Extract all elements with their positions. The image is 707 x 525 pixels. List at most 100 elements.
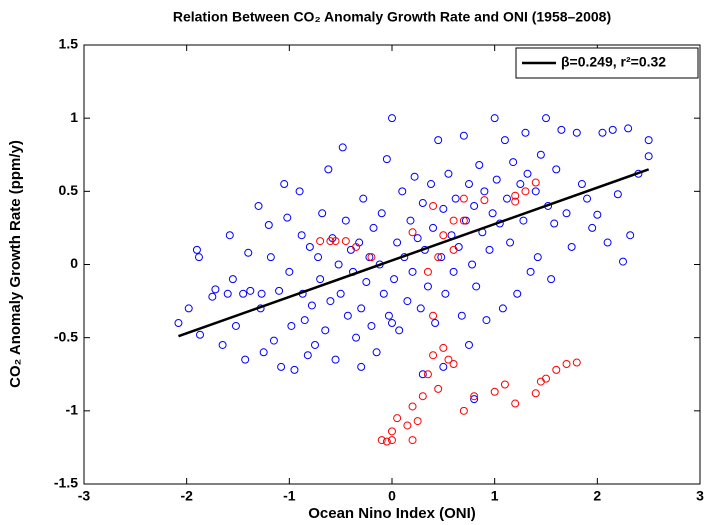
point (531, 389, 540, 398)
point (502, 194, 511, 203)
point (490, 387, 499, 396)
point (434, 253, 443, 262)
point (390, 275, 399, 284)
point (480, 187, 489, 196)
point (429, 311, 438, 320)
y-tick-label: -0.5 (54, 328, 78, 344)
point (511, 197, 520, 206)
point (626, 231, 635, 240)
point (468, 260, 477, 269)
point (513, 289, 522, 298)
point (523, 169, 532, 178)
point (254, 201, 263, 210)
point (449, 267, 458, 276)
point (316, 275, 325, 284)
y-tick-label: 1 (70, 109, 78, 125)
point (598, 128, 607, 137)
point (280, 180, 289, 189)
point (427, 180, 436, 189)
point (184, 304, 193, 313)
point (521, 187, 530, 196)
point (403, 297, 412, 306)
point (334, 260, 343, 269)
point (318, 209, 327, 218)
point (542, 374, 550, 383)
point (509, 158, 518, 167)
point (583, 194, 592, 203)
point (352, 333, 361, 342)
point (244, 248, 253, 257)
point (326, 297, 335, 306)
point (506, 238, 515, 247)
point (577, 180, 586, 189)
point (408, 228, 417, 237)
point (285, 267, 294, 276)
point (482, 316, 491, 325)
point (449, 216, 458, 225)
y-tick-label: -1.5 (54, 475, 78, 491)
point (567, 242, 576, 251)
point (444, 169, 453, 178)
point (451, 194, 460, 203)
point (472, 282, 481, 291)
point (531, 187, 540, 196)
point (314, 253, 323, 262)
point (418, 392, 427, 401)
point (562, 360, 571, 369)
point (192, 245, 201, 254)
point (388, 114, 396, 123)
point (352, 242, 361, 251)
point (266, 253, 275, 262)
point (367, 321, 376, 330)
point (303, 351, 312, 360)
chart-title: Relation Between CO₂ Anomaly Growth Rate… (173, 9, 611, 25)
x-tick-label: 0 (388, 488, 396, 504)
point (341, 216, 350, 225)
point (388, 436, 396, 445)
point (461, 216, 470, 225)
point (475, 160, 484, 169)
point (388, 427, 396, 436)
point (550, 219, 559, 228)
x-axis-label: Ocean Nino Index (ONI) (308, 505, 476, 522)
point (449, 360, 458, 369)
point (418, 370, 427, 379)
point (434, 136, 443, 145)
point (369, 223, 378, 232)
point (439, 343, 448, 352)
point (259, 348, 268, 357)
point (439, 204, 448, 213)
point (531, 178, 540, 187)
point (542, 114, 550, 123)
point (241, 355, 250, 364)
point (269, 336, 278, 345)
point (196, 330, 205, 339)
point (434, 384, 443, 393)
point (423, 282, 432, 291)
point (439, 362, 448, 371)
point (470, 201, 479, 210)
point (379, 289, 388, 298)
point (572, 128, 581, 137)
point (336, 289, 345, 298)
point (283, 213, 292, 222)
point (382, 155, 391, 164)
point (331, 237, 340, 246)
point (441, 289, 450, 298)
point (297, 231, 306, 240)
point (413, 417, 422, 426)
x-tick-label: 3 (696, 488, 704, 504)
point (377, 436, 386, 445)
point (557, 125, 566, 134)
point (459, 406, 468, 415)
x-tick-label: -2 (180, 488, 193, 504)
point (552, 365, 561, 374)
point (511, 399, 520, 408)
y-tick-label: 0.5 (59, 182, 79, 198)
point (413, 234, 422, 243)
point (423, 370, 432, 379)
point (264, 220, 273, 229)
x-tick-label: 2 (593, 488, 601, 504)
point (619, 257, 627, 266)
